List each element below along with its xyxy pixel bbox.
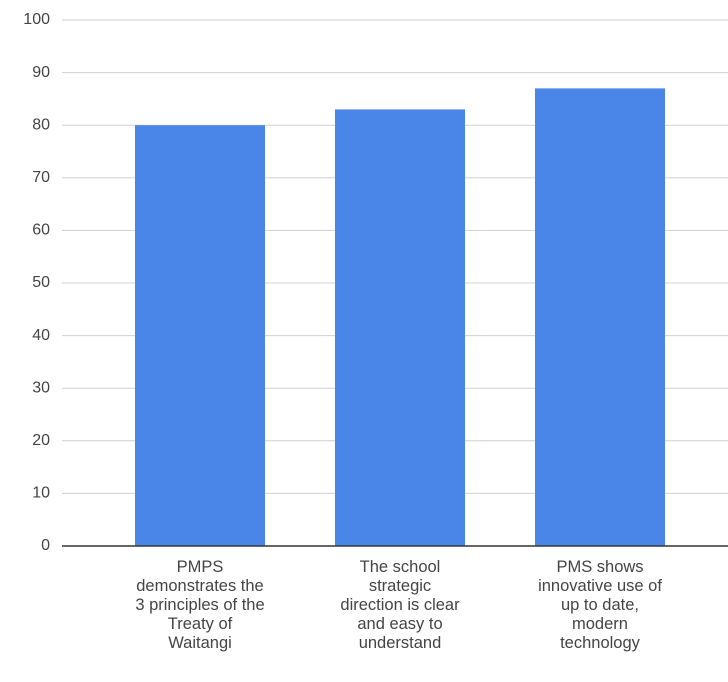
x-tick-label: The school strategic direction is clear … — [340, 558, 460, 652]
bar — [535, 88, 665, 546]
y-tick-label: 40 — [32, 327, 50, 344]
x-tick-label: PMPS demonstrates the 3 principles of th… — [135, 558, 265, 652]
y-tick-label: 30 — [32, 379, 50, 396]
y-tick-label: 100 — [23, 11, 50, 28]
y-tick-label: 0 — [41, 537, 50, 554]
x-tick-label: PMS shows innovative use of up to date, … — [538, 558, 662, 652]
y-tick-label: 60 — [32, 222, 50, 239]
y-tick-label: 20 — [32, 432, 50, 449]
y-tick-label: 50 — [32, 274, 50, 291]
y-tick-label: 10 — [32, 485, 50, 502]
y-tick-label: 70 — [32, 169, 50, 186]
bar — [335, 109, 465, 547]
bar — [135, 125, 265, 546]
y-tick-label: 90 — [32, 64, 50, 81]
y-tick-label: 80 — [32, 116, 50, 133]
